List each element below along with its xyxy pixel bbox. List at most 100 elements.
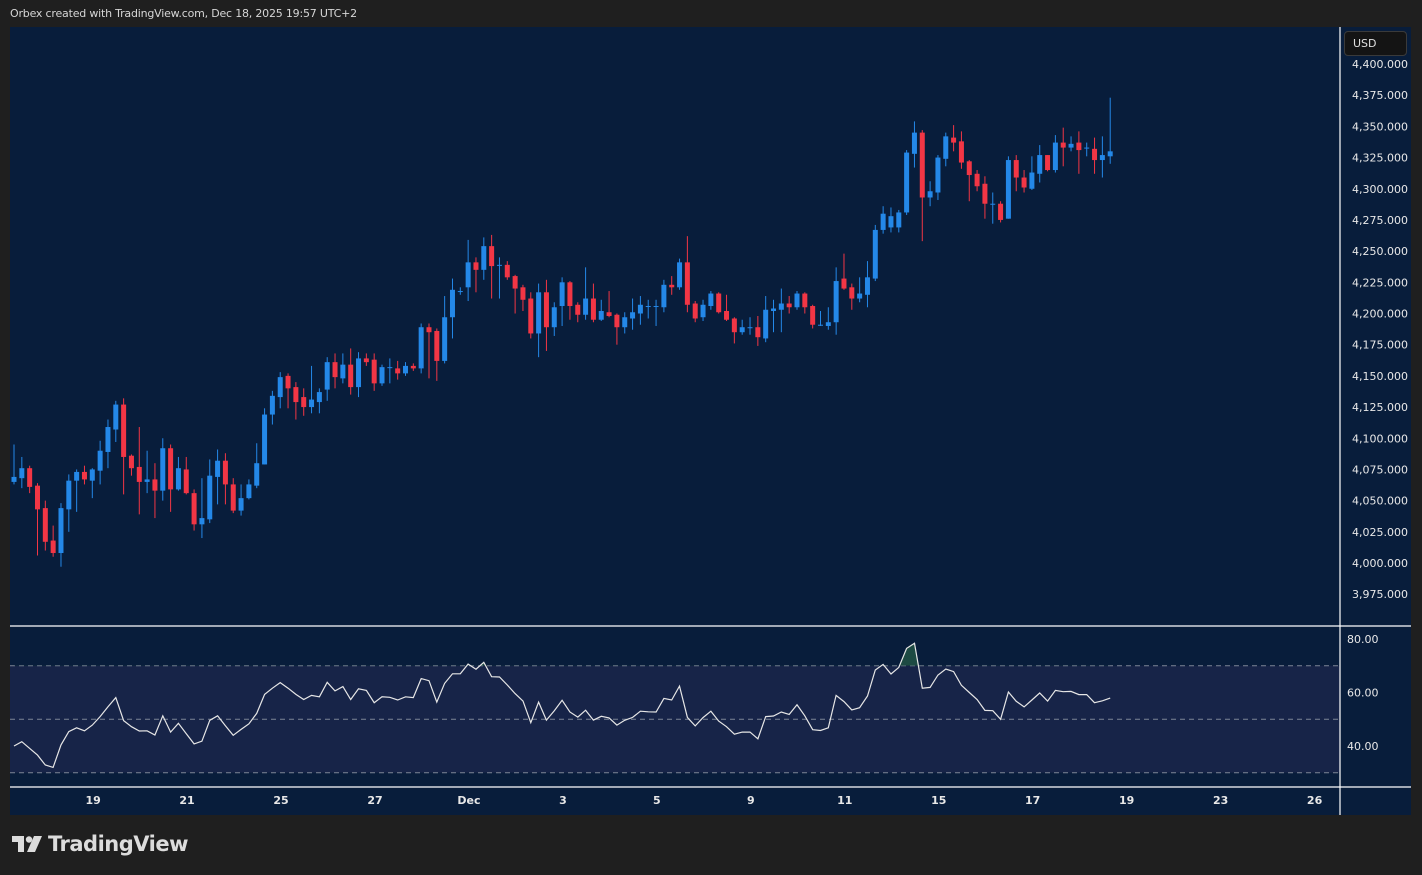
candle-body	[974, 173, 980, 187]
candle-body	[794, 293, 800, 308]
rsi-tick-label: 60.00	[1347, 687, 1379, 700]
candle-up	[254, 443, 260, 489]
candle-body	[269, 395, 275, 415]
candle-down	[128, 454, 134, 476]
candle-up	[927, 181, 933, 207]
candle-body	[489, 246, 495, 267]
tradingview-logo[interactable]: TradingView	[12, 832, 188, 856]
candle-up	[89, 468, 95, 499]
candle-down	[614, 313, 620, 345]
candle-body	[285, 375, 291, 389]
candle-body	[301, 397, 307, 408]
candle-up	[324, 357, 330, 401]
candle-body	[426, 327, 432, 333]
candle-down	[168, 444, 174, 512]
candle-down	[692, 301, 698, 323]
time-tick-label: 17	[1025, 794, 1040, 807]
candle-body	[943, 136, 949, 159]
candle-down	[1021, 170, 1027, 193]
candle-down	[684, 236, 690, 313]
candle-down	[998, 201, 1004, 223]
candle-up	[19, 456, 25, 489]
candle-up	[1099, 136, 1105, 178]
candle-up	[74, 469, 80, 512]
candle-body	[559, 282, 565, 307]
candle-body	[457, 291, 463, 293]
price-tick-label: 4,100.000	[1352, 432, 1408, 445]
candle-body	[684, 262, 690, 305]
candle-body	[136, 466, 142, 482]
candle-down	[1060, 127, 1066, 167]
candle-down	[731, 317, 737, 344]
candle-up	[677, 258, 683, 290]
candle-up	[598, 299, 604, 321]
currency-button[interactable]: USD	[1344, 31, 1407, 56]
candle-body	[340, 364, 346, 379]
candle-body	[1060, 142, 1066, 148]
candle-up	[943, 132, 949, 167]
candle-up	[896, 209, 902, 233]
candle-body	[528, 298, 534, 334]
candle-up	[637, 296, 643, 325]
candle-up	[481, 237, 487, 280]
candle-body	[1099, 155, 1105, 161]
price-tick-label: 4,050.000	[1352, 495, 1408, 508]
candle-body	[1068, 143, 1074, 148]
candle-down	[1013, 155, 1019, 192]
price-tick-label: 4,225.000	[1352, 276, 1408, 289]
candle-body	[254, 463, 260, 486]
candle-up	[449, 278, 455, 339]
candle-body	[324, 362, 330, 390]
candle-down	[543, 279, 549, 351]
candle-down	[434, 328, 440, 381]
candle-down	[716, 292, 722, 314]
candle-down	[802, 292, 808, 314]
candle-up	[277, 372, 283, 409]
candle-body	[465, 262, 471, 288]
candle-up	[316, 388, 322, 414]
candle-body	[1045, 155, 1051, 171]
candle-body	[442, 317, 448, 361]
candle-body	[1084, 147, 1090, 149]
candle-up	[817, 311, 823, 326]
candle-up	[309, 365, 315, 414]
candle-body	[998, 203, 1004, 220]
candle-up	[771, 299, 777, 333]
candle-up	[880, 206, 886, 234]
candle-up	[622, 312, 628, 334]
price-tick-label: 4,175.000	[1352, 339, 1408, 352]
candle-body	[896, 212, 902, 228]
candle-up	[1084, 142, 1090, 157]
candle-up	[911, 121, 917, 168]
candle-body	[598, 311, 604, 320]
candle-up	[1037, 145, 1043, 183]
rsi-tick-label: 40.00	[1347, 740, 1379, 753]
candle-body	[802, 293, 808, 308]
price-tick-label: 4,275.000	[1352, 214, 1408, 227]
candle-body	[849, 287, 855, 299]
candle-up	[387, 358, 393, 384]
candle-body	[833, 281, 839, 323]
candle-body	[520, 287, 526, 300]
candle-up	[356, 352, 362, 398]
chart-attribution: Orbex created with TradingView.com, Dec …	[10, 7, 357, 20]
candle-up	[105, 419, 111, 469]
candle-body	[395, 368, 401, 374]
candle-body	[841, 278, 847, 289]
candle-up	[1029, 156, 1035, 190]
candle-body	[536, 292, 542, 334]
candle-up	[1052, 135, 1058, 173]
candle-down	[293, 382, 299, 420]
chart-panel[interactable]: 4,400.000 4,375.000 4,350.000 4,325.000 4,30…	[10, 27, 1411, 815]
candle-down	[363, 353, 369, 366]
price-tick-label: 4,000.000	[1352, 557, 1408, 570]
candle-body	[614, 314, 620, 328]
candle-up	[340, 353, 346, 384]
price-tick-label: 3,975.000	[1352, 588, 1408, 601]
candle-down	[810, 304, 816, 329]
time-tick-label: Dec	[457, 794, 480, 807]
candle-down	[966, 160, 972, 202]
candle-up	[857, 277, 863, 303]
candle-down	[567, 281, 573, 320]
chart-canvas[interactable]: 4,400.000 4,375.000 4,350.000 4,325.000 4,30…	[10, 27, 1411, 815]
